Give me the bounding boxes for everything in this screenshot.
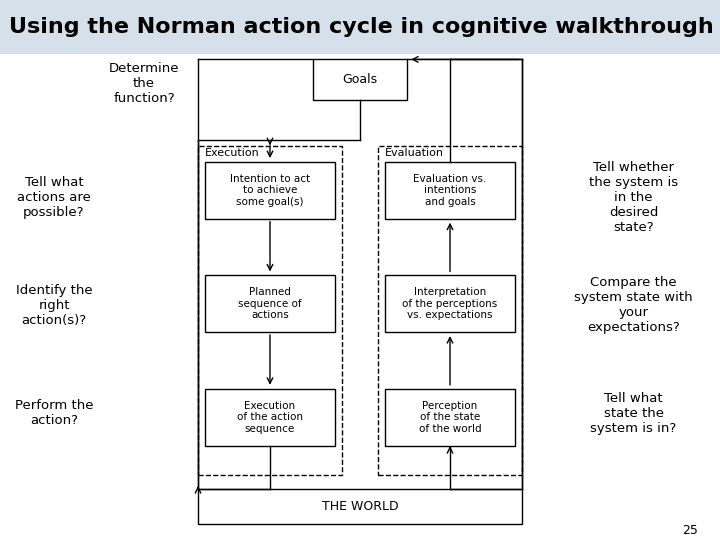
Text: Execution: Execution [205,148,260,159]
Text: THE WORLD: THE WORLD [322,500,398,513]
Bar [205,162,335,219]
Text: Execution
of the action
sequence: Execution of the action sequence [237,401,303,434]
Bar [198,146,342,475]
Text: Determine
the
function?: Determine the function? [109,62,179,105]
Bar [385,275,515,332]
Bar [385,162,515,219]
Bar [385,389,515,446]
Text: Compare the
system state with
your
expectations?: Compare the system state with your expec… [575,276,693,334]
Text: Perception
of the state
of the world: Perception of the state of the world [419,401,481,434]
Text: Tell whether
the system is
in the
desired
state?: Tell whether the system is in the desire… [589,160,678,234]
Bar [313,59,407,100]
Text: Evaluation: Evaluation [385,148,444,159]
Bar [205,389,335,446]
Bar [0,0,720,54]
Text: Tell what
actions are
possible?: Tell what actions are possible? [17,176,91,219]
Bar [198,489,522,524]
Text: Perform the
action?: Perform the action? [14,399,94,427]
Text: Identify the
right
action(s)?: Identify the right action(s)? [16,284,92,327]
Text: Using the Norman action cycle in cognitive walkthrough: Using the Norman action cycle in cogniti… [9,17,714,37]
Bar [378,146,522,475]
Text: Intention to act
to achieve
some goal(s): Intention to act to achieve some goal(s) [230,174,310,207]
Text: Evaluation vs.
intentions
and goals: Evaluation vs. intentions and goals [413,174,487,207]
Text: 25: 25 [683,524,698,537]
Text: Interpretation
of the perceptions
vs. expectations: Interpretation of the perceptions vs. ex… [402,287,498,320]
Text: Goals: Goals [343,73,377,86]
Text: Tell what
state the
system is in?: Tell what state the system is in? [590,392,677,435]
Bar [205,275,335,332]
Text: Planned
sequence of
actions: Planned sequence of actions [238,287,302,320]
